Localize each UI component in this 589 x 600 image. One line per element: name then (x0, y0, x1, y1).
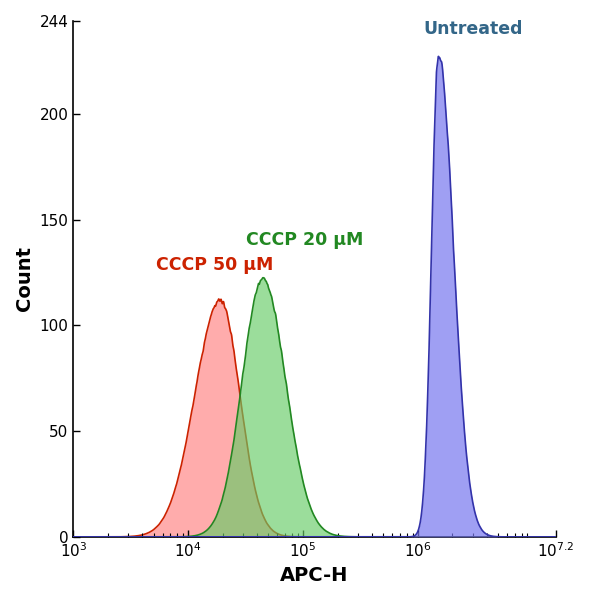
Text: CCCP 50 μM: CCCP 50 μM (156, 256, 273, 274)
Y-axis label: Count: Count (15, 247, 34, 311)
Text: Untreated: Untreated (423, 20, 523, 38)
X-axis label: APC-H: APC-H (280, 566, 349, 585)
Text: CCCP 20 μM: CCCP 20 μM (246, 231, 363, 249)
